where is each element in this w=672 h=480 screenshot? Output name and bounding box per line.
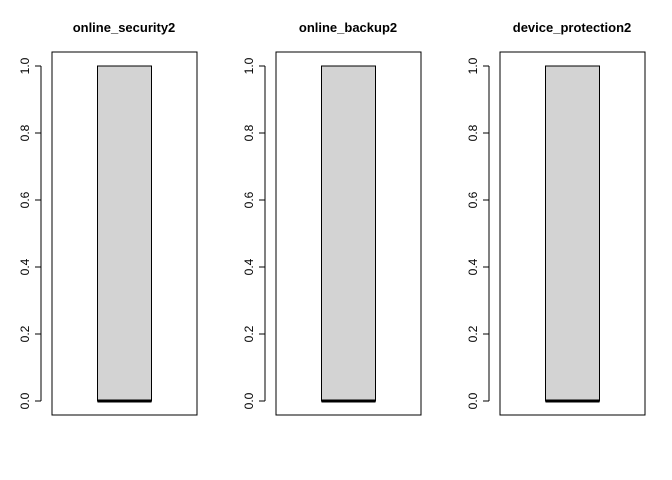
panel-2-box: [321, 65, 376, 402]
panel-2-y-tick-label-5: 1.0: [242, 57, 256, 74]
panel-2-y-tick-label-4: 0.8: [242, 124, 256, 141]
panel-3-y-tick-label-5: 1.0: [466, 57, 480, 74]
panel-3-title: device_protection2: [513, 20, 632, 35]
panel-1-box: [97, 65, 152, 402]
panel-1-y-tick-label-4: 0.8: [18, 124, 32, 141]
panel-1-y-tick-label-1: 0.2: [18, 325, 32, 342]
panel-2-y-tick-label-0: 0.0: [242, 392, 256, 409]
panel-3-y-tick-label-1: 0.2: [466, 325, 480, 342]
panel-3-frame: [499, 51, 646, 416]
panel-2-y-tick-label-2: 0.4: [242, 258, 256, 275]
panel-1-y-tick-label-3: 0.6: [18, 191, 32, 208]
panel-1-title: online_security2: [73, 20, 176, 35]
panel-2-y-tick-label-1: 0.2: [242, 325, 256, 342]
panel-1-frame: [51, 51, 198, 416]
panel-2-title: online_backup2: [299, 20, 397, 35]
panel-1-y-tick-label-0: 0.0: [18, 392, 32, 409]
panel-3-y-tick-label-4: 0.8: [466, 124, 480, 141]
panel-3-y-tick-label-0: 0.0: [466, 392, 480, 409]
panel-2-y-tick-label-3: 0.6: [242, 191, 256, 208]
panel-2: online_backup2 0.0 0.2 0.4 0.6 0.8 1.0: [242, 20, 422, 416]
panel-1-y-tick-label-2: 0.4: [18, 258, 32, 275]
panel-3-y-tick-label-3: 0.6: [466, 191, 480, 208]
panel-3: device_protection2 0.0 0.2 0.4 0.6 0.8 1.0: [466, 20, 646, 416]
panel-3-box: [545, 65, 600, 402]
panel-1: online_security2 0.0 0.2 0.4 0.6 0.8 1.0: [18, 20, 198, 416]
panel-2-frame: [275, 51, 422, 416]
panel-1-y-tick-label-5: 1.0: [18, 57, 32, 74]
panel-3-y-tick-label-2: 0.4: [466, 258, 480, 275]
